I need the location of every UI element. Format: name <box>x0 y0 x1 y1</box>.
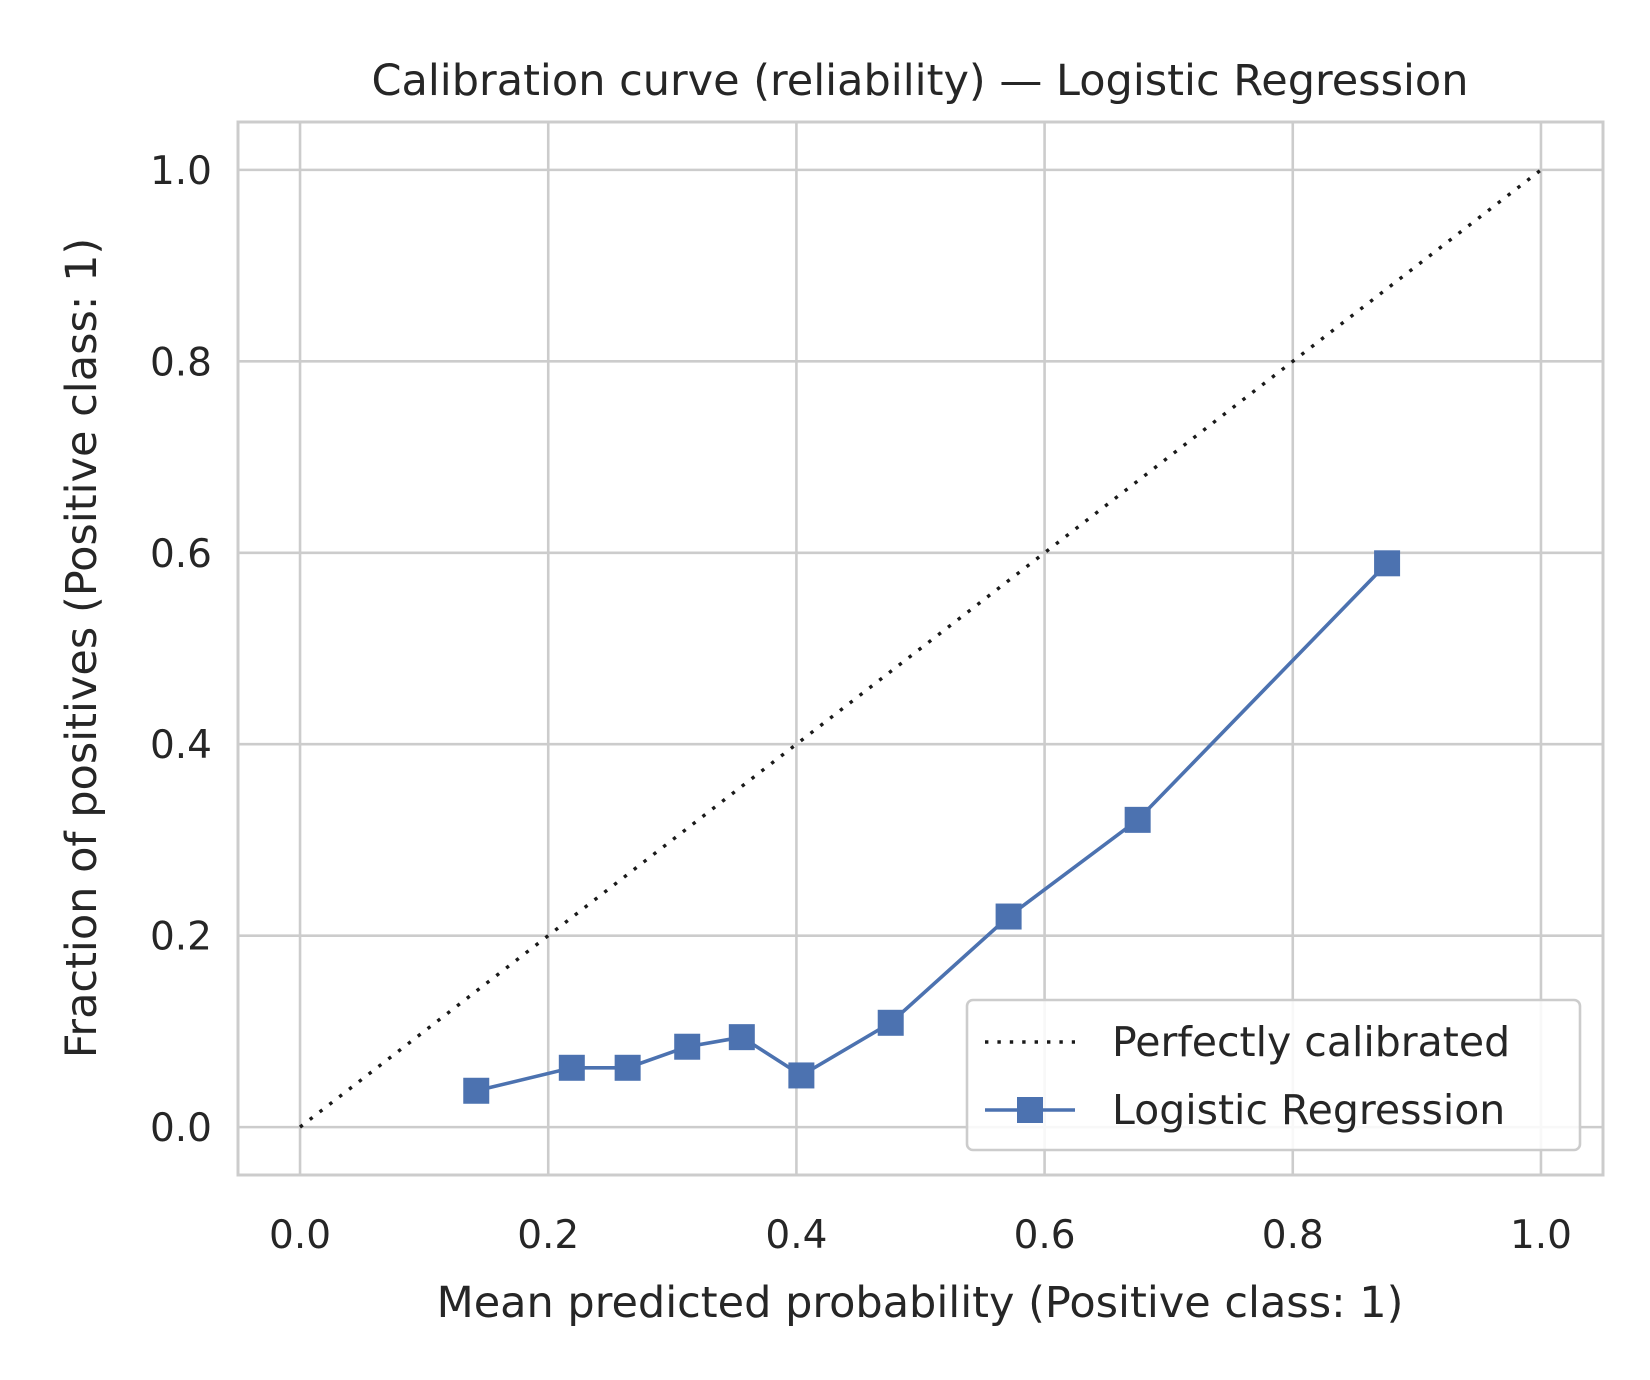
legend-label: Perfectly calibrated <box>1112 1018 1510 1066</box>
y-tick-label: 0.8 <box>150 340 212 385</box>
x-tick-label: 0.6 <box>1014 1213 1076 1258</box>
chart-title: Calibration curve (reliability) — Logist… <box>371 56 1468 106</box>
legend-box <box>965 998 1582 1152</box>
tick-labels: 0.0 0.2 0.4 0.6 0.8 1.0 0.0 0.2 0.4 0.6 0.8 1.0 <box>150 149 1572 1258</box>
x-tick-label: 0.4 <box>765 1213 827 1258</box>
y-tick-label: 0.2 <box>150 915 212 960</box>
x-axis-label: Mean predicted probability (Positive cla… <box>437 1278 1404 1328</box>
y-tick-label: 0.6 <box>150 532 212 577</box>
logistic-regression-point <box>674 1033 701 1060</box>
logistic-regression-point <box>1124 806 1151 833</box>
x-tick-label: 0.0 <box>269 1213 331 1258</box>
logistic-regression-line <box>475 562 1389 1093</box>
logistic-regression-point <box>463 1077 490 1104</box>
y-tick-label: 0.4 <box>150 723 212 768</box>
logistic-regression-point <box>788 1062 815 1089</box>
y-axis-label: Fraction of positives (Positive class: 1… <box>57 238 107 1058</box>
plot-frame <box>236 120 1605 1177</box>
series-layer <box>298 168 1543 1129</box>
legend-label: Logistic Regression <box>1112 1086 1505 1134</box>
x-tick-label: 0.2 <box>517 1213 579 1258</box>
y-tick-label: 0.0 <box>150 1106 212 1151</box>
legend: Perfectly calibrated Logistic Regression <box>965 998 1582 1152</box>
logistic-regression-point <box>728 1024 755 1051</box>
y-tick-label: 1.0 <box>150 149 212 194</box>
logistic-regression-point <box>558 1054 585 1081</box>
logistic-regression-point <box>995 903 1022 930</box>
x-tick-label: 0.8 <box>1262 1213 1324 1258</box>
perfect-calibration-line <box>298 168 1543 1129</box>
x-tick-label: 1.0 <box>1510 1213 1572 1258</box>
logistic-regression-point <box>877 1009 904 1036</box>
legend-swatch-marker <box>1017 1097 1043 1123</box>
logistic-regression-point <box>614 1054 641 1081</box>
logistic-regression-point <box>1374 550 1401 577</box>
